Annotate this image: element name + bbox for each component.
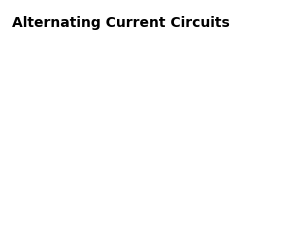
Text: Alternating Current Circuits: Alternating Current Circuits bbox=[12, 16, 230, 30]
